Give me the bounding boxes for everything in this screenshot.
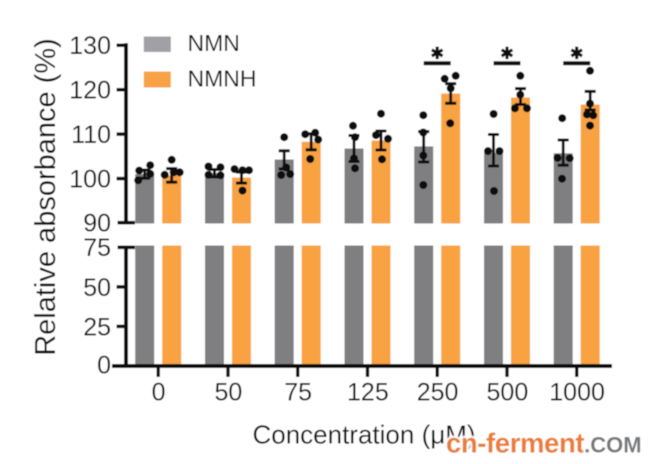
svg-text:125: 125 (347, 379, 389, 407)
svg-text:NMNH: NMNH (188, 66, 257, 92)
svg-text:75: 75 (284, 379, 312, 407)
svg-text:Relative absorbance (%): Relative absorbance (%) (30, 38, 62, 356)
svg-text:250: 250 (417, 379, 459, 407)
svg-text:0: 0 (152, 379, 166, 407)
svg-text:500: 500 (487, 379, 529, 407)
svg-text:25: 25 (83, 313, 111, 341)
svg-text:0: 0 (97, 352, 111, 380)
svg-text:130: 130 (69, 32, 111, 60)
svg-text:110: 110 (71, 121, 111, 149)
svg-text:100: 100 (69, 165, 111, 193)
svg-text:50: 50 (83, 274, 111, 302)
svg-text:120: 120 (69, 77, 111, 105)
svg-text:1000: 1000 (549, 379, 605, 407)
svg-text:NMN: NMN (188, 30, 240, 56)
svg-text:90: 90 (83, 210, 111, 238)
svg-text:75: 75 (83, 234, 111, 262)
svg-text:Concentration (μM): Concentration (μM) (252, 420, 475, 450)
svg-text:cn-ferment.COM: cn-ferment.COM (446, 427, 642, 458)
svg-text:50: 50 (214, 379, 242, 407)
